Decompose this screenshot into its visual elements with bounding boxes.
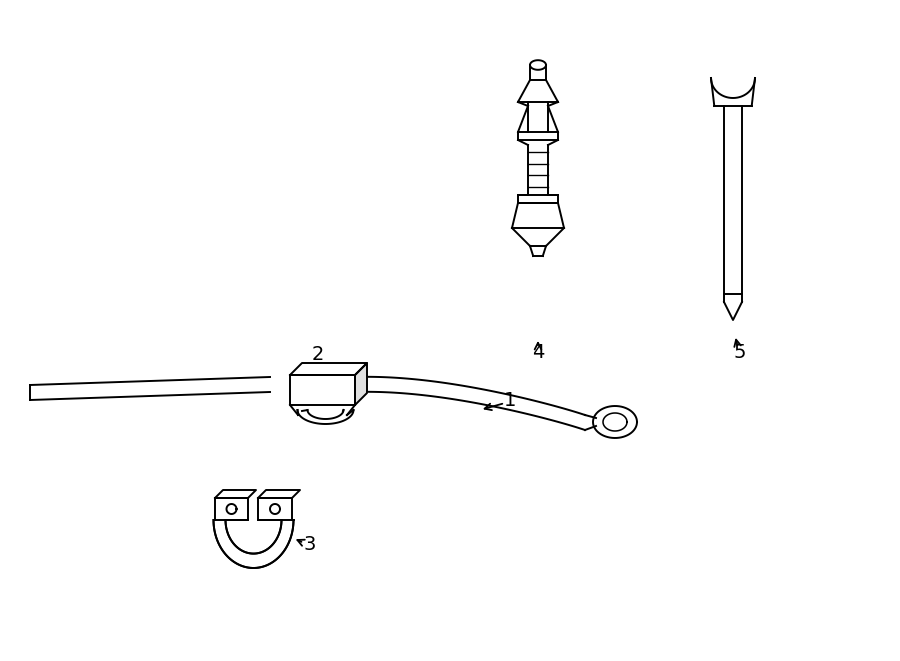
Polygon shape: [724, 106, 742, 302]
Polygon shape: [528, 140, 548, 195]
Polygon shape: [518, 102, 558, 107]
Polygon shape: [518, 80, 558, 102]
Polygon shape: [518, 140, 558, 145]
Polygon shape: [711, 78, 755, 98]
Polygon shape: [528, 102, 548, 132]
Polygon shape: [290, 375, 355, 405]
Polygon shape: [215, 490, 256, 498]
Text: 5: 5: [734, 342, 746, 362]
Polygon shape: [724, 302, 742, 320]
Text: 1: 1: [504, 391, 517, 410]
Polygon shape: [518, 132, 558, 140]
Polygon shape: [530, 246, 546, 256]
Polygon shape: [215, 498, 248, 520]
Polygon shape: [530, 70, 546, 80]
Polygon shape: [512, 203, 564, 228]
Text: 3: 3: [304, 535, 316, 555]
Polygon shape: [290, 363, 367, 375]
Polygon shape: [530, 60, 546, 70]
Text: 2: 2: [311, 346, 324, 364]
Polygon shape: [213, 520, 293, 568]
Polygon shape: [711, 78, 755, 103]
Polygon shape: [258, 490, 300, 498]
Polygon shape: [518, 106, 558, 132]
Polygon shape: [258, 498, 292, 520]
Polygon shape: [518, 195, 558, 203]
Polygon shape: [298, 410, 354, 424]
Polygon shape: [593, 406, 637, 438]
Text: 4: 4: [532, 342, 544, 362]
Polygon shape: [355, 363, 367, 405]
Polygon shape: [512, 228, 564, 246]
